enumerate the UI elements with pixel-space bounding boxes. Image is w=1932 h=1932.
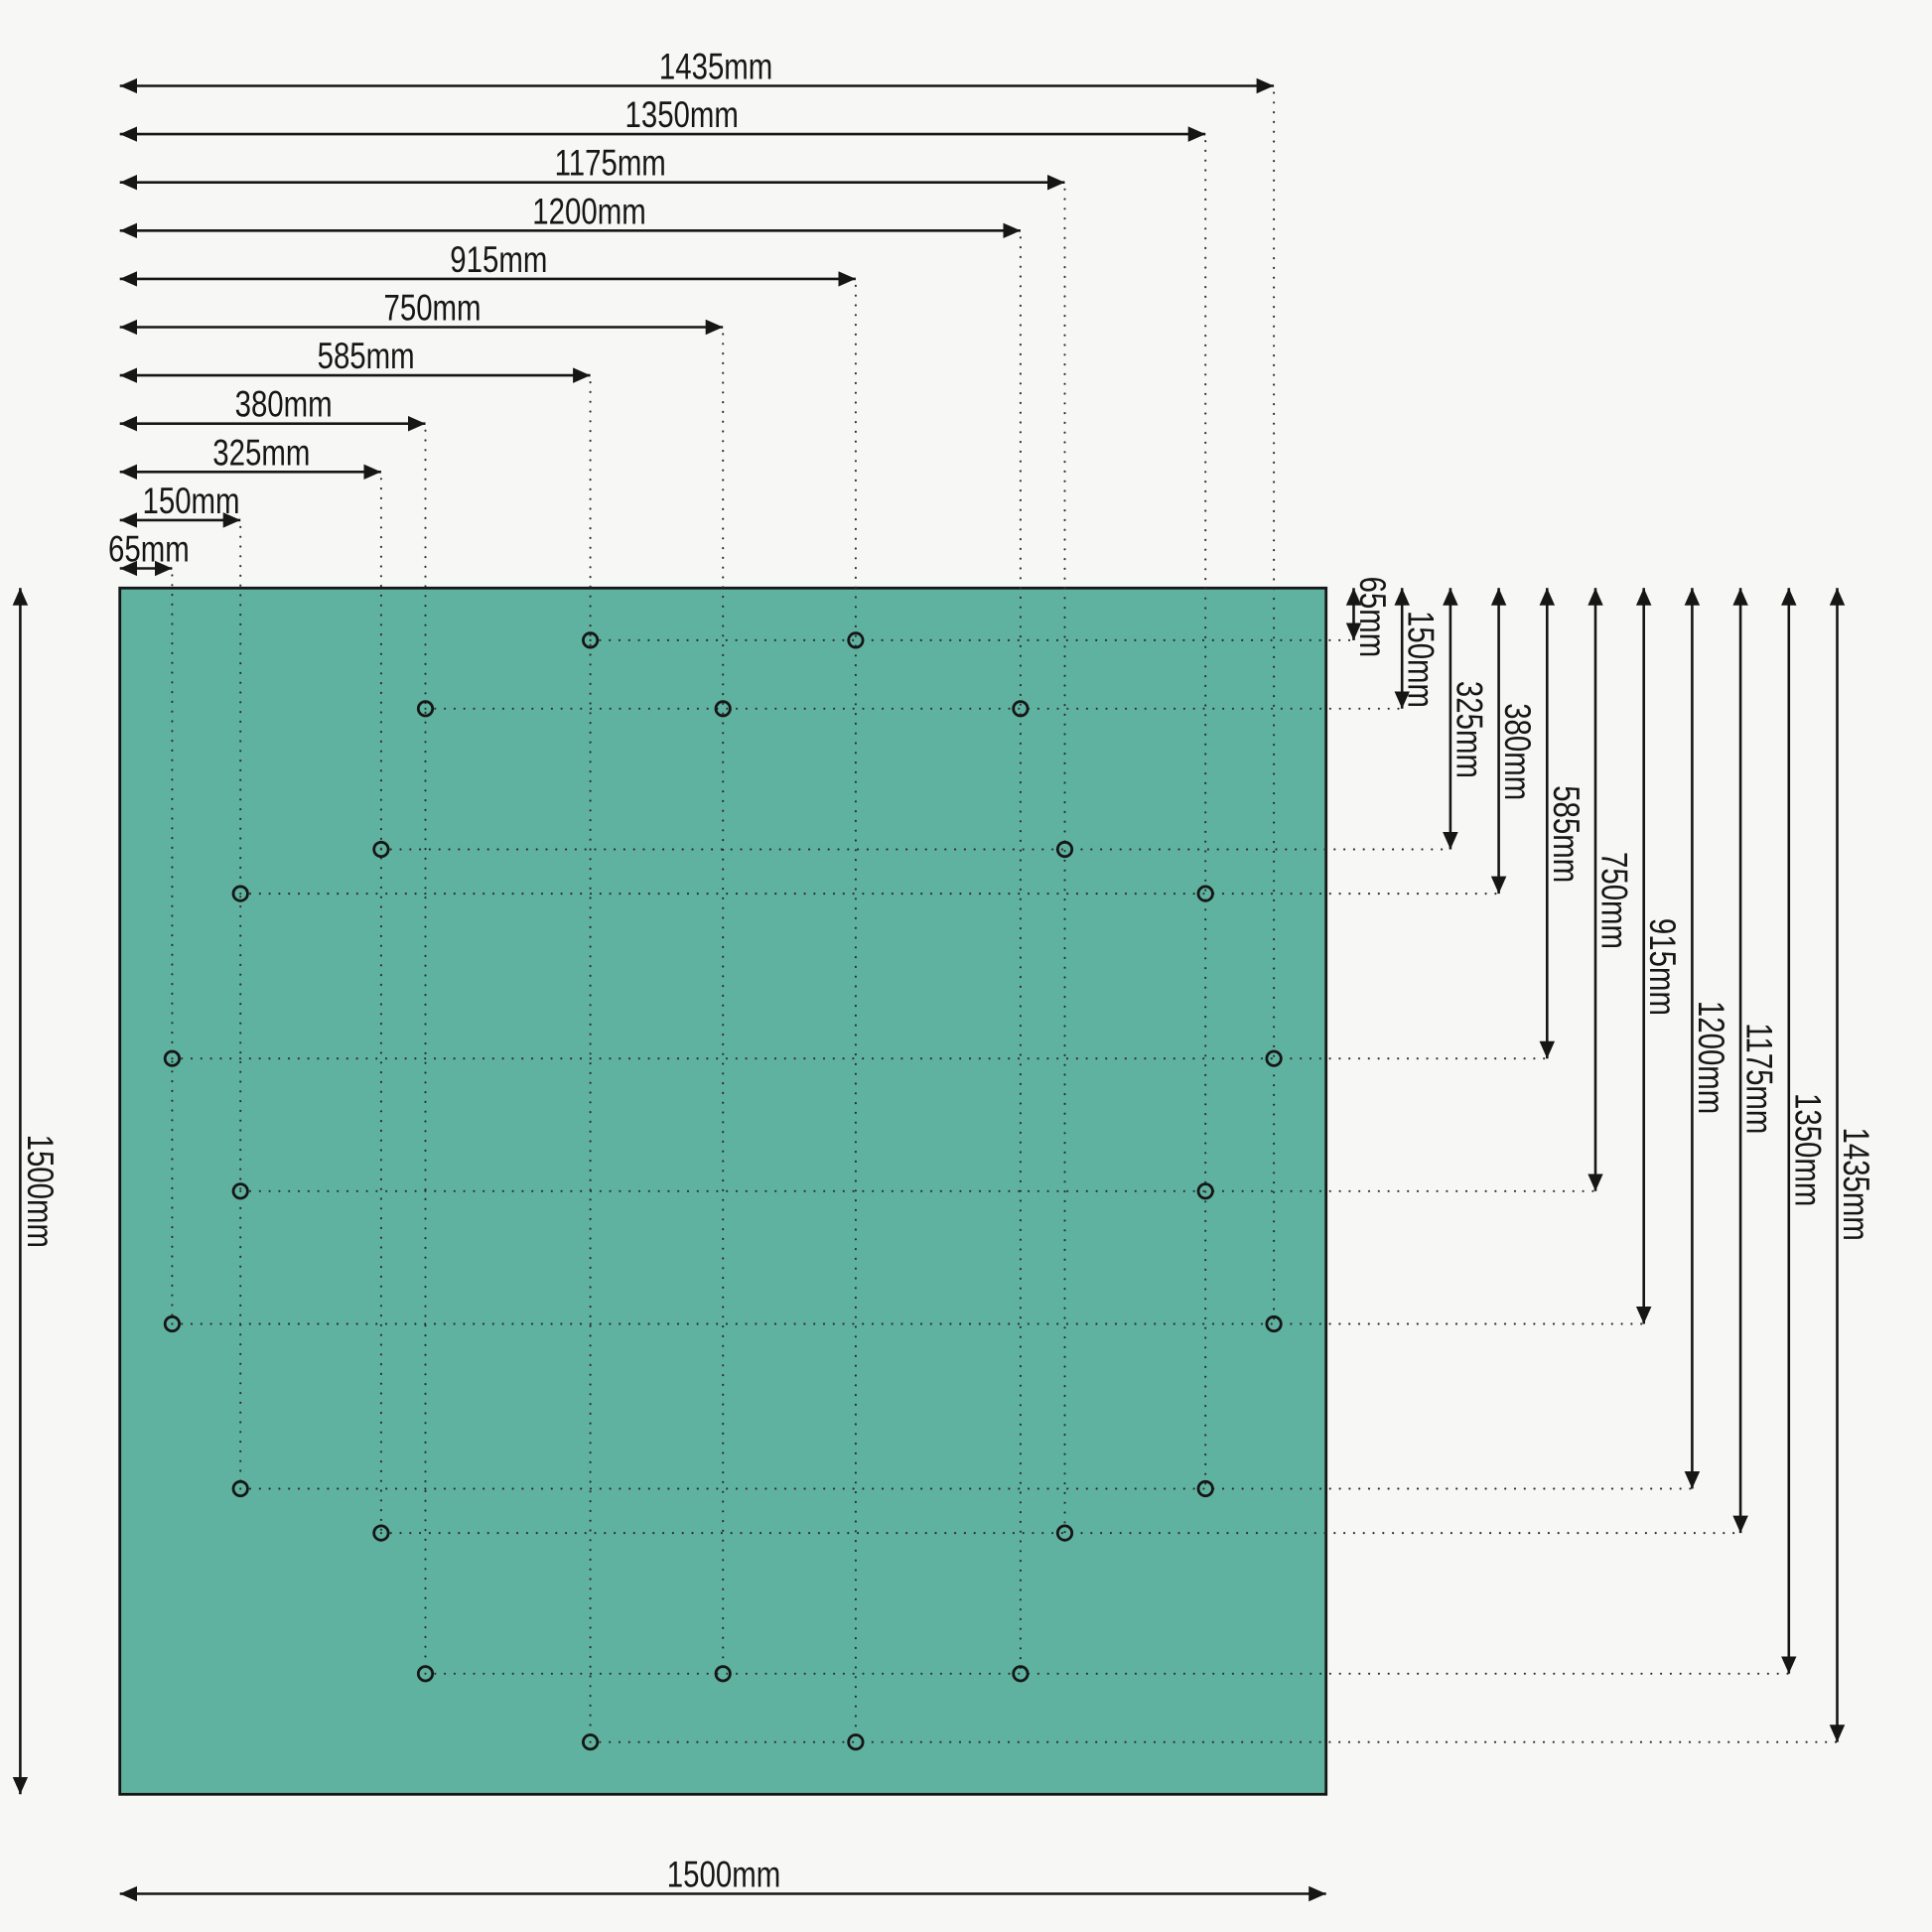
svg-text:1435mm: 1435mm <box>659 47 772 87</box>
svg-text:150mm: 150mm <box>143 482 240 522</box>
svg-text:1350mm: 1350mm <box>1786 1093 1827 1206</box>
svg-text:380mm: 380mm <box>1496 703 1537 800</box>
svg-text:1200mm: 1200mm <box>1690 1001 1730 1114</box>
svg-text:1200mm: 1200mm <box>532 192 645 232</box>
svg-text:150mm: 150mm <box>1400 611 1441 708</box>
svg-text:585mm: 585mm <box>1545 785 1586 883</box>
svg-text:1175mm: 1175mm <box>555 144 666 185</box>
svg-text:915mm: 915mm <box>450 240 547 281</box>
svg-text:750mm: 750mm <box>384 288 482 329</box>
svg-text:1350mm: 1350mm <box>625 95 739 136</box>
svg-text:1500mm: 1500mm <box>667 1855 780 1895</box>
svg-text:750mm: 750mm <box>1593 852 1634 949</box>
svg-text:915mm: 915mm <box>1641 918 1682 1016</box>
svg-text:1175mm: 1175mm <box>1738 1023 1779 1134</box>
svg-text:325mm: 325mm <box>212 433 310 474</box>
svg-text:65mm: 65mm <box>108 529 190 570</box>
svg-text:325mm: 325mm <box>1449 681 1489 778</box>
svg-text:585mm: 585mm <box>318 337 415 377</box>
svg-text:1435mm: 1435mm <box>1835 1128 1875 1241</box>
svg-text:65mm: 65mm <box>1351 577 1392 658</box>
svg-text:1500mm: 1500mm <box>19 1135 60 1248</box>
svg-text:380mm: 380mm <box>235 385 333 426</box>
